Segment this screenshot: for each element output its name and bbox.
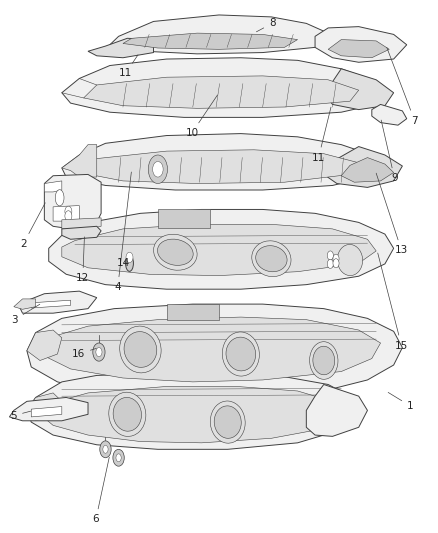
Polygon shape	[27, 374, 359, 449]
Ellipse shape	[226, 337, 256, 371]
Ellipse shape	[154, 234, 197, 270]
Text: 10: 10	[185, 95, 217, 138]
Circle shape	[96, 348, 102, 357]
Text: 11: 11	[312, 107, 331, 163]
Polygon shape	[31, 407, 62, 417]
Circle shape	[152, 161, 163, 177]
Polygon shape	[315, 27, 407, 62]
Polygon shape	[84, 76, 359, 108]
Polygon shape	[62, 58, 385, 117]
Polygon shape	[88, 38, 153, 58]
Text: 1: 1	[388, 392, 413, 411]
Polygon shape	[166, 304, 219, 320]
Ellipse shape	[210, 401, 245, 443]
Polygon shape	[324, 69, 394, 110]
Polygon shape	[53, 206, 79, 221]
Ellipse shape	[256, 246, 287, 272]
Text: 2: 2	[20, 203, 45, 249]
Circle shape	[100, 441, 111, 458]
Ellipse shape	[337, 245, 363, 276]
Circle shape	[333, 259, 339, 268]
Text: 7: 7	[387, 47, 418, 126]
Ellipse shape	[126, 255, 134, 271]
Polygon shape	[306, 384, 367, 437]
Circle shape	[65, 206, 72, 216]
Ellipse shape	[222, 332, 259, 376]
Ellipse shape	[214, 406, 241, 438]
Polygon shape	[44, 181, 62, 192]
Polygon shape	[341, 158, 394, 182]
Polygon shape	[40, 386, 341, 443]
Polygon shape	[62, 224, 376, 276]
Polygon shape	[372, 104, 407, 125]
Polygon shape	[123, 33, 297, 50]
Polygon shape	[62, 144, 97, 177]
Polygon shape	[10, 398, 88, 421]
Ellipse shape	[310, 342, 338, 379]
Text: 8: 8	[256, 18, 276, 32]
Text: 13: 13	[376, 173, 408, 255]
Polygon shape	[79, 150, 359, 183]
Circle shape	[148, 155, 167, 183]
Polygon shape	[27, 393, 62, 421]
Ellipse shape	[113, 398, 141, 431]
Polygon shape	[27, 304, 403, 398]
Circle shape	[327, 251, 333, 260]
Text: 9: 9	[381, 120, 398, 183]
Circle shape	[116, 454, 121, 462]
Text: 6: 6	[92, 457, 109, 524]
Polygon shape	[31, 300, 71, 308]
Polygon shape	[158, 209, 210, 228]
Polygon shape	[62, 134, 376, 190]
Text: 4: 4	[114, 172, 131, 292]
Text: 11: 11	[119, 55, 138, 78]
Circle shape	[65, 211, 72, 221]
Circle shape	[327, 260, 333, 269]
Text: 12: 12	[76, 237, 89, 283]
Ellipse shape	[158, 239, 193, 265]
Polygon shape	[27, 330, 62, 360]
Text: 5: 5	[11, 410, 31, 421]
Polygon shape	[49, 209, 394, 289]
Polygon shape	[14, 299, 35, 309]
Ellipse shape	[55, 190, 64, 206]
Polygon shape	[44, 174, 101, 229]
Circle shape	[113, 449, 124, 466]
Polygon shape	[62, 218, 101, 229]
Ellipse shape	[120, 326, 161, 373]
Ellipse shape	[124, 332, 157, 367]
Polygon shape	[18, 291, 97, 313]
Polygon shape	[62, 227, 101, 239]
Polygon shape	[44, 317, 381, 382]
Polygon shape	[328, 39, 389, 58]
Ellipse shape	[109, 392, 146, 437]
Polygon shape	[324, 147, 403, 188]
Ellipse shape	[252, 241, 291, 277]
Ellipse shape	[313, 346, 335, 375]
Circle shape	[333, 254, 339, 263]
Text: 3: 3	[11, 304, 40, 325]
Text: 14: 14	[117, 257, 131, 268]
Text: 15: 15	[378, 253, 408, 351]
Circle shape	[126, 252, 133, 263]
Circle shape	[93, 343, 105, 361]
Circle shape	[103, 446, 108, 453]
Text: 16: 16	[72, 349, 96, 359]
Polygon shape	[110, 15, 328, 54]
